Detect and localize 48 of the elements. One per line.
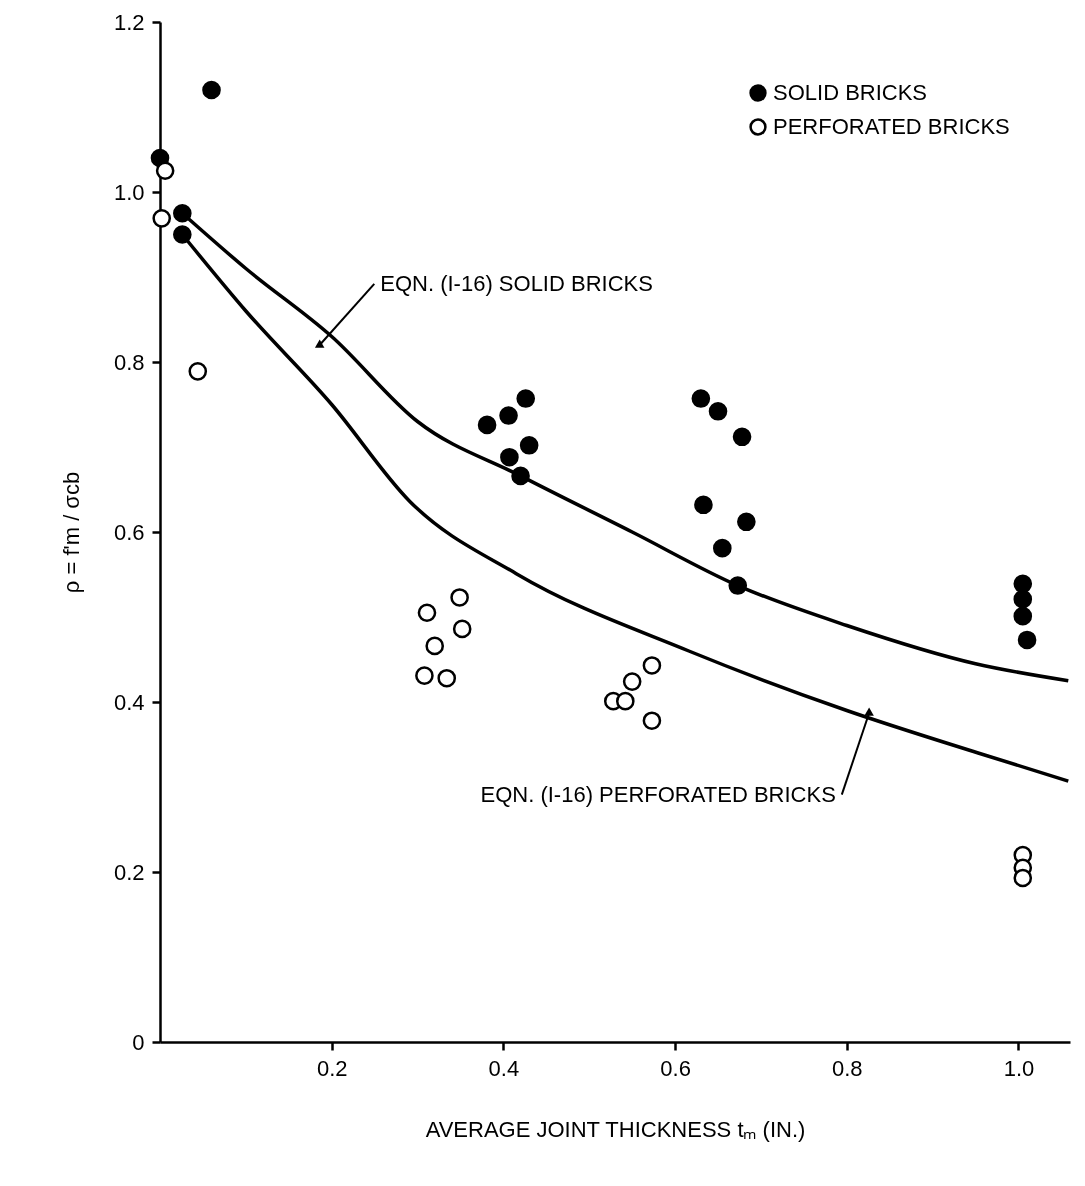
- point: [450, 588, 469, 607]
- legend-label: PERFORATED BRICKS: [773, 114, 1010, 139]
- point: [415, 666, 434, 685]
- point: [516, 389, 536, 408]
- point: [642, 711, 662, 730]
- y-axis-title: ρ = f'm / σcb: [58, 471, 84, 594]
- point: [615, 691, 635, 711]
- x-tick-label: 1.0: [1003, 1055, 1035, 1081]
- point: [188, 362, 208, 381]
- y-tick-label: 0: [132, 1029, 145, 1055]
- point: [1013, 589, 1033, 609]
- legend-label: SOLID BRICKS: [773, 80, 928, 105]
- point: [708, 402, 728, 421]
- x-tick-label: 0.4: [488, 1055, 520, 1081]
- x-tick-label: 0.2: [316, 1055, 348, 1081]
- point: [694, 495, 713, 515]
- y-tick-label: 1.2: [113, 9, 145, 35]
- point: [713, 538, 732, 558]
- point: [452, 619, 472, 639]
- y-tick-label: 0.6: [113, 519, 145, 545]
- point: [732, 427, 752, 447]
- x-tick-label: 0.8: [832, 1055, 863, 1081]
- x-axis-title: AVERAGE JOINT THICKNESS tₘ (IN.): [425, 1116, 806, 1142]
- point: [1013, 574, 1033, 594]
- annotation: EQN. (I-16) PERFORATED BRICKS: [480, 781, 836, 807]
- point: [202, 80, 221, 100]
- x-tick-label: 0.6: [660, 1055, 691, 1081]
- point: [519, 436, 539, 455]
- y-tick-label: 1.0: [113, 179, 145, 205]
- point: [499, 406, 518, 425]
- annotation: EQN. (I-16) SOLID BRICKS: [380, 270, 653, 296]
- point: [152, 209, 172, 228]
- point: [1017, 630, 1037, 650]
- point: [155, 161, 175, 181]
- point: [500, 447, 519, 467]
- point: [477, 415, 497, 435]
- point: [622, 672, 642, 691]
- point: [417, 603, 437, 623]
- y-tick-label: 0.2: [113, 859, 145, 885]
- point: [425, 636, 445, 656]
- point: [1013, 868, 1033, 888]
- point: [642, 656, 662, 675]
- point: [1013, 606, 1033, 626]
- point: [437, 668, 457, 688]
- y-tick-label: 0.8: [113, 349, 145, 375]
- point: [737, 512, 756, 532]
- y-tick-label: 0.4: [113, 689, 145, 715]
- point: [691, 389, 711, 408]
